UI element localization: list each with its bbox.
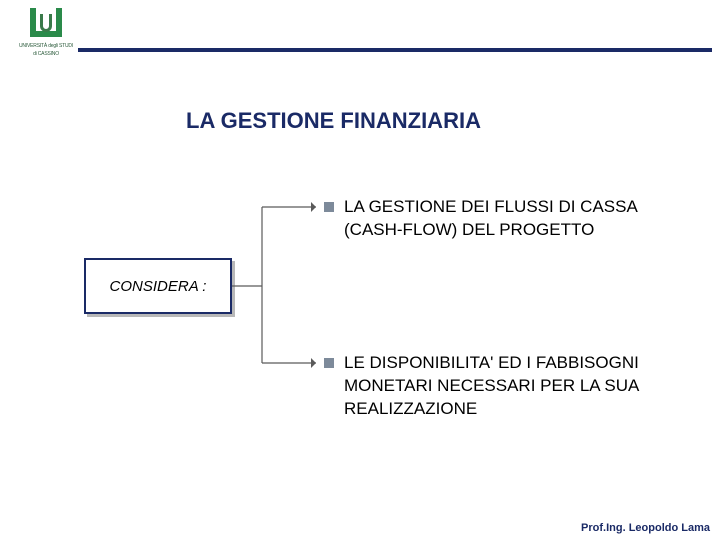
bullet-marker-2 xyxy=(324,358,334,368)
bullet-text-2: LE DISPONIBILITA' ED I FABBISOGNI MONETA… xyxy=(344,352,654,421)
connector-lines xyxy=(0,0,720,540)
footer-author: Prof.Ing. Leopoldo Lama xyxy=(581,522,710,534)
bullet-marker-1 xyxy=(324,202,334,212)
bullet-text-1: LA GESTIONE DEI FLUSSI DI CASSA (CASH-FL… xyxy=(344,196,654,242)
slide: UNIVERSITÀ degli STUDI di CASSINO LA GES… xyxy=(0,0,720,540)
